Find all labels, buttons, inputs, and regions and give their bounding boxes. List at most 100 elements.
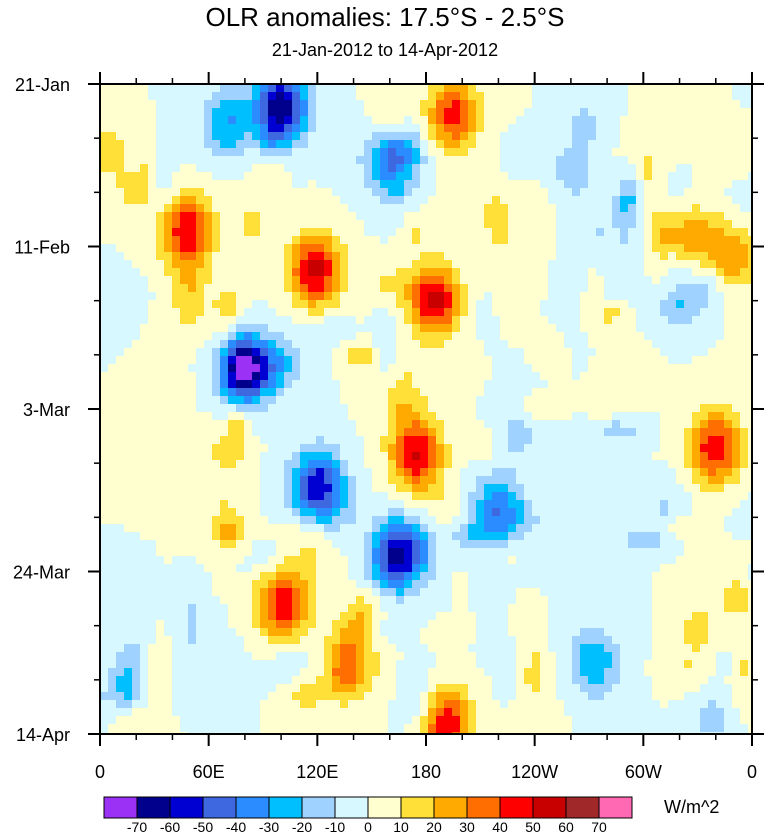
field-cell xyxy=(628,276,637,285)
field-cell xyxy=(596,180,605,189)
field-cell xyxy=(620,84,629,93)
field-cell xyxy=(500,140,509,149)
field-cell xyxy=(148,228,157,237)
field-cell xyxy=(140,308,149,317)
field-cell xyxy=(668,548,677,557)
field-cell xyxy=(180,228,189,237)
field-cell xyxy=(516,412,525,421)
field-cell xyxy=(708,492,717,501)
field-cell xyxy=(420,468,429,477)
field-cell xyxy=(116,300,125,309)
field-cell xyxy=(252,412,261,421)
field-cell xyxy=(140,484,149,493)
field-cell xyxy=(628,140,637,149)
field-cell xyxy=(700,388,709,397)
field-cell xyxy=(156,172,165,181)
field-cell xyxy=(516,508,525,517)
field-cell xyxy=(468,172,477,181)
field-cell xyxy=(548,380,557,389)
field-cell xyxy=(212,124,221,133)
field-cell xyxy=(396,532,405,541)
field-cell xyxy=(340,396,349,405)
field-cell xyxy=(236,492,245,501)
field-cell xyxy=(732,100,741,109)
field-cell xyxy=(308,188,317,197)
field-cell xyxy=(260,124,269,133)
field-cell xyxy=(116,356,125,365)
field-cell xyxy=(308,260,317,269)
field-cell xyxy=(140,84,149,93)
field-cell xyxy=(724,276,733,285)
field-cell xyxy=(300,124,309,133)
field-cell xyxy=(604,220,613,229)
field-cell xyxy=(460,212,469,221)
field-cell xyxy=(124,492,133,501)
field-cell xyxy=(580,228,589,237)
field-cell xyxy=(708,268,717,277)
field-cell xyxy=(460,348,469,357)
field-cell xyxy=(404,388,413,397)
field-cell xyxy=(396,124,405,133)
field-cell xyxy=(300,332,309,341)
field-cell xyxy=(660,84,669,93)
field-cell xyxy=(732,196,741,205)
field-cell xyxy=(388,100,397,109)
field-cell xyxy=(508,428,517,437)
field-cell xyxy=(428,124,437,133)
field-cell xyxy=(676,212,685,221)
field-cell xyxy=(132,300,141,309)
field-cell xyxy=(564,188,573,197)
field-cell xyxy=(212,156,221,165)
field-cell xyxy=(172,340,181,349)
field-cell xyxy=(340,84,349,93)
field-cell xyxy=(156,140,165,149)
field-cell xyxy=(484,428,493,437)
field-cell xyxy=(156,492,165,501)
field-cell xyxy=(364,396,373,405)
field-cell xyxy=(580,516,589,525)
field-cell xyxy=(452,236,461,245)
field-cell xyxy=(164,252,173,261)
field-cell xyxy=(452,564,461,573)
field-cell xyxy=(388,116,397,125)
field-cell xyxy=(100,460,109,469)
field-cell xyxy=(124,532,133,541)
field-cell xyxy=(740,340,749,349)
field-cell xyxy=(684,468,693,477)
field-cell xyxy=(572,388,581,397)
field-cell xyxy=(684,460,693,469)
field-cell xyxy=(284,172,293,181)
field-cell xyxy=(612,396,621,405)
field-cell xyxy=(716,148,725,157)
field-cell xyxy=(596,260,605,269)
field-cell xyxy=(548,100,557,109)
field-cell xyxy=(100,204,109,213)
field-cell xyxy=(100,516,109,525)
field-cell xyxy=(140,372,149,381)
field-cell xyxy=(676,340,685,349)
field-cell xyxy=(204,564,213,573)
chart-title: OLR anomalies: 17.5°S - 2.5°S xyxy=(205,2,565,32)
field-cell xyxy=(364,140,373,149)
field-cell xyxy=(132,268,141,277)
field-cell xyxy=(108,148,117,157)
field-cell xyxy=(108,364,117,373)
field-cell xyxy=(132,292,141,301)
field-cell xyxy=(332,244,341,253)
field-cell xyxy=(340,332,349,341)
field-cell xyxy=(220,548,229,557)
field-cell xyxy=(132,484,141,493)
field-cell xyxy=(220,556,229,565)
field-cell xyxy=(316,460,325,469)
field-cell xyxy=(332,444,341,453)
field-cell xyxy=(372,380,381,389)
field-cell xyxy=(644,348,653,357)
field-cell xyxy=(564,116,573,125)
field-cell xyxy=(748,252,752,261)
field-cell xyxy=(476,548,485,557)
field-cell xyxy=(388,436,397,445)
field-cell xyxy=(468,508,477,517)
field-cell xyxy=(428,204,437,213)
field-cell xyxy=(684,100,693,109)
field-cell xyxy=(540,188,549,197)
